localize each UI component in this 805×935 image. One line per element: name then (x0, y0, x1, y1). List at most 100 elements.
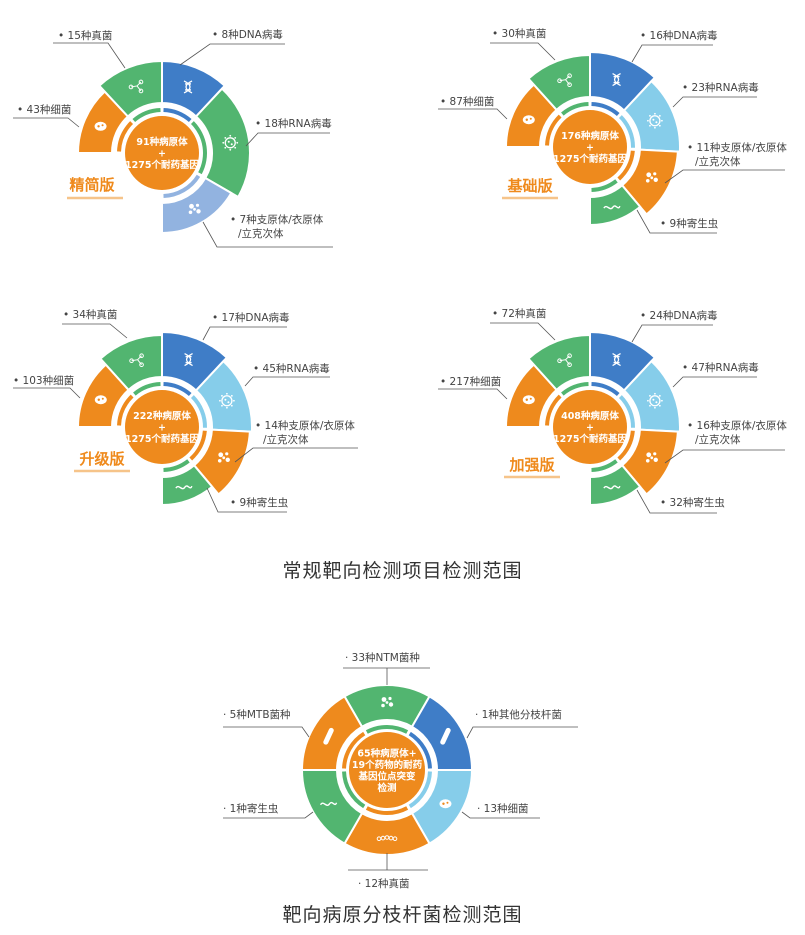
dots-icon (645, 172, 658, 183)
inner-ring-arc (617, 150, 635, 181)
bacterium-icon (94, 121, 107, 131)
leader-line (13, 387, 81, 399)
bacterium-icon (522, 395, 535, 405)
molecule-icon (557, 353, 572, 368)
dots-icon (381, 696, 394, 708)
inner-ring-arc (617, 430, 635, 461)
molecule-icon (557, 73, 572, 88)
segment (161, 463, 214, 507)
center-text: 408种病原体 (561, 410, 619, 422)
segment-label: • 24种DNA病毒 (640, 309, 718, 322)
segment-label: • 7种支原体/衣原体 (230, 213, 324, 226)
diagram-3: • 17种DNA病毒 • 45种RNA病毒 • 14种支原体/衣原体/立克次体 • 9… (13, 308, 358, 513)
inner-ring-arc (365, 724, 409, 734)
inner-ring-arc (591, 459, 618, 472)
segment-label: • 9种寄生虫 (660, 217, 718, 230)
leader-line (672, 96, 757, 108)
dna-icon (612, 72, 621, 87)
leader-line (490, 42, 556, 61)
segment (161, 330, 229, 392)
leader-line (664, 449, 785, 464)
segment-label: • 11种支原体/衣原体 (687, 141, 787, 154)
inner-ring-arc (591, 382, 620, 397)
segment-label: • 16种DNA病毒 (640, 29, 718, 42)
inner-ring-arc (189, 430, 207, 461)
leader-line (636, 209, 717, 234)
segment-label: • 72种真菌 (492, 307, 546, 320)
segment-label: • 17种DNA病毒 (212, 311, 290, 324)
segment-label: • 15种真菌 (58, 29, 112, 42)
segment-label: /立克次体 (263, 433, 309, 446)
diagram-2: • 16种DNA病毒 • 23种RNA病毒 • 11种支原体/衣原体/立克次体 • 9… (438, 27, 787, 234)
edition-title: 精简版 (69, 176, 114, 194)
inner-ring-arc (163, 459, 190, 472)
worm-icon (175, 485, 193, 490)
center-text: 1275个耐药基因 (125, 159, 199, 171)
dots-icon (188, 203, 201, 215)
center-circle (125, 116, 199, 190)
center-text: 1275个耐药基因 (125, 433, 199, 445)
inner-ring-arc (618, 115, 635, 148)
leader-line (62, 323, 128, 339)
segment-label: • 32种寄生虫 (660, 496, 725, 509)
leader-line (490, 322, 556, 341)
bacterium-icon (439, 799, 452, 809)
segment-label: /立克次体 (238, 227, 284, 240)
leader-line (245, 132, 330, 147)
segment-label: • 16种支原体/衣原体 (687, 419, 787, 432)
segment-label: • 87种细菌 (440, 95, 494, 108)
center-text: + (586, 143, 594, 154)
center-text: 基因位点突变 (357, 770, 416, 782)
segment-label: • 103种细菌 (13, 374, 74, 387)
inner-ring-arc (163, 108, 192, 123)
center-text: 1275个耐药基因 (553, 433, 627, 445)
leader-line (672, 376, 757, 388)
worm-icon (319, 801, 338, 806)
dna-icon (184, 352, 193, 367)
leader-line (636, 489, 717, 514)
center-circle (125, 390, 199, 464)
leader-line (206, 487, 287, 513)
virus-icon (222, 134, 239, 151)
segment (589, 330, 657, 392)
inner-ring-arc (408, 731, 432, 769)
edition-title: 基础版 (506, 177, 552, 195)
center-text: + (586, 423, 594, 434)
dna-icon (183, 80, 193, 94)
leader-line (234, 447, 358, 463)
inner-ring-arc (163, 174, 201, 198)
leader-line (438, 388, 508, 400)
diagram-4: • 24种DNA病毒 • 47种RNA病毒 • 16种支原体/衣原体/立克次体 • 3… (438, 307, 787, 514)
center-text: 91种病原体 (136, 136, 188, 148)
leader-line (466, 726, 578, 739)
leader-line (179, 43, 285, 66)
center-text: 19个药物的耐药 (352, 759, 423, 771)
center-circle (553, 390, 627, 464)
leader-line (13, 117, 80, 128)
edition-title: 升级版 (79, 450, 124, 468)
dna-icon (612, 352, 621, 367)
rod-icon (440, 727, 451, 745)
inner-ring-arc (190, 121, 207, 175)
inner-ring-arc (545, 394, 562, 426)
segment-label: • 18种RNA病毒 (255, 117, 332, 130)
segment-label: • 43种细菌 (17, 103, 71, 116)
inner-ring-arc (561, 382, 589, 396)
segment-label: • 45种RNA病毒 (253, 362, 330, 375)
center-circle (553, 110, 627, 184)
virus-icon (647, 392, 663, 409)
segment (620, 148, 679, 216)
segment-label: · 13种细菌 (477, 802, 529, 815)
diagram-5: · 33种NTM菌种 · 1种其他分枝杆菌 · 13种细菌 · 12种真菌 · 1种寄生… (223, 651, 578, 890)
segment-label: · 12种真菌 (358, 877, 410, 890)
segment (589, 50, 657, 112)
center-text: 检测 (377, 782, 397, 794)
leader-line (223, 726, 310, 738)
inner-ring-arc (190, 395, 207, 428)
inner-ring-arc (618, 395, 635, 428)
center-text: 65种病原体+ (357, 747, 416, 759)
diagram-1: • 8种DNA病毒 • 18种RNA病毒 • 7种支原体/衣原体/立克次体 • 43种… (13, 28, 333, 248)
center-text: + (158, 149, 166, 160)
inner-ring-arc (365, 806, 409, 815)
inner-ring-arc (132, 108, 161, 123)
